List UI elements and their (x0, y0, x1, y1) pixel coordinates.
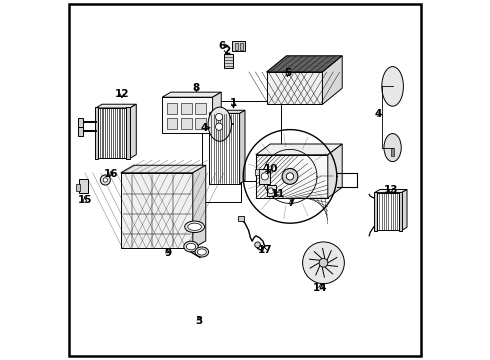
Polygon shape (322, 56, 342, 104)
Text: 4: 4 (374, 109, 382, 120)
Polygon shape (256, 144, 342, 155)
Bar (232, 41, 245, 51)
Ellipse shape (184, 241, 198, 252)
Ellipse shape (195, 247, 209, 257)
Polygon shape (374, 193, 402, 230)
Text: 10: 10 (264, 164, 278, 174)
Bar (167, 118, 177, 129)
Ellipse shape (384, 134, 401, 162)
Polygon shape (162, 97, 213, 133)
Ellipse shape (208, 107, 231, 141)
Polygon shape (374, 189, 407, 193)
Bar (181, 118, 192, 129)
Bar (77, 118, 83, 127)
Polygon shape (96, 108, 130, 158)
Bar (240, 43, 243, 50)
Text: 3: 3 (196, 316, 203, 326)
Bar (167, 103, 177, 114)
Bar (259, 169, 270, 184)
Circle shape (303, 242, 344, 284)
Bar (76, 184, 80, 191)
Text: 17: 17 (257, 245, 272, 255)
Text: 4: 4 (201, 123, 208, 133)
Circle shape (216, 113, 222, 121)
Circle shape (286, 173, 294, 180)
Bar (374, 192, 377, 231)
Ellipse shape (197, 249, 206, 255)
Circle shape (100, 175, 110, 185)
Polygon shape (402, 189, 407, 230)
Text: 15: 15 (77, 195, 92, 205)
Ellipse shape (382, 67, 403, 106)
Polygon shape (209, 110, 245, 113)
Polygon shape (240, 110, 245, 184)
Circle shape (268, 188, 274, 194)
Polygon shape (213, 92, 221, 133)
Polygon shape (130, 104, 136, 158)
Text: 12: 12 (115, 89, 129, 99)
Bar (256, 155, 328, 198)
Circle shape (319, 258, 328, 267)
Bar (126, 107, 130, 159)
Ellipse shape (186, 243, 196, 250)
Circle shape (261, 173, 269, 180)
Ellipse shape (188, 223, 201, 230)
Text: 1: 1 (230, 98, 237, 108)
Text: 7: 7 (288, 198, 295, 208)
Bar (196, 103, 206, 114)
Ellipse shape (185, 221, 204, 233)
Polygon shape (121, 173, 193, 248)
Text: 11: 11 (271, 189, 286, 199)
Circle shape (216, 123, 222, 130)
Bar (196, 118, 206, 129)
Bar (181, 103, 192, 114)
Text: 9: 9 (164, 248, 171, 258)
Bar (77, 127, 83, 136)
Bar (238, 216, 245, 221)
Bar (391, 148, 394, 156)
Bar (79, 179, 88, 193)
Bar (224, 54, 233, 68)
Polygon shape (193, 165, 206, 248)
Bar (235, 43, 238, 50)
Text: 13: 13 (384, 185, 398, 195)
Circle shape (255, 242, 261, 248)
Polygon shape (162, 92, 221, 97)
Text: 16: 16 (104, 169, 118, 179)
Bar (95, 107, 98, 159)
Text: 8: 8 (193, 83, 200, 93)
Polygon shape (96, 104, 136, 108)
Polygon shape (267, 56, 342, 72)
Bar (399, 192, 402, 231)
Text: 14: 14 (313, 283, 328, 293)
Circle shape (103, 178, 107, 182)
Polygon shape (121, 165, 206, 173)
Polygon shape (267, 72, 322, 104)
Text: 5: 5 (284, 68, 291, 78)
Circle shape (282, 168, 298, 184)
Bar (267, 185, 275, 196)
Bar (255, 169, 259, 175)
Polygon shape (328, 144, 342, 198)
Text: 6: 6 (218, 41, 225, 51)
Polygon shape (209, 113, 240, 184)
Text: 2: 2 (222, 46, 230, 56)
